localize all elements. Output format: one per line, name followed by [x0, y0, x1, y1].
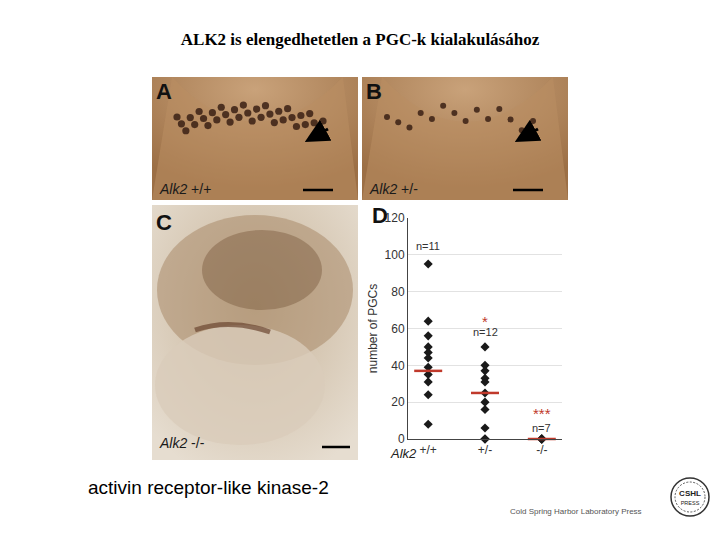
svg-text:60: 60	[391, 322, 405, 336]
svg-text:-/-: -/-	[536, 443, 547, 457]
svg-text:***: ***	[533, 405, 551, 422]
svg-text:n=11: n=11	[416, 240, 440, 252]
svg-text:120: 120	[384, 211, 405, 226]
svg-text:number of PGCs: number of PGCs	[366, 284, 380, 373]
svg-text:Alk2: Alk2	[390, 446, 417, 461]
html-text:activin receptor-like kinase-2: activin receptor-like kinase-2	[88, 477, 329, 498]
html-text:B: B	[366, 79, 382, 104]
svg-text:40: 40	[391, 359, 405, 373]
svg-text:+/-: +/-	[478, 443, 492, 457]
html-text:Alk2 +/+: Alk2 +/+	[160, 181, 212, 197]
svg-text:n=12: n=12	[473, 326, 498, 338]
html-text:C: C	[156, 210, 172, 235]
svg-text:20: 20	[391, 395, 405, 409]
html-text:Alk2 +/-: Alk2 +/-	[370, 181, 418, 197]
svg-text:0: 0	[398, 432, 405, 446]
html-text:Cold Spring Harbor Laboratory: Cold Spring Harbor Laboratory Press	[510, 507, 642, 516]
svg-text:n=7: n=7	[532, 422, 551, 434]
html-text:Alk2 -/-: Alk2 -/-	[160, 435, 205, 451]
html-text:A: A	[156, 79, 172, 104]
html-text:ALK2 is elengedhetetlen a PGC-: ALK2 is elengedhetetlen a PGC-k kialakul…	[180, 30, 540, 49]
svg-text:*: *	[482, 313, 488, 330]
html-text:D: D	[372, 203, 388, 228]
svg-text:PRESS: PRESS	[681, 500, 700, 506]
svg-text:CSHL: CSHL	[679, 489, 701, 498]
svg-text:80: 80	[391, 285, 405, 299]
svg-text:100: 100	[385, 248, 405, 262]
svg-text:+/+: +/+	[420, 443, 437, 457]
